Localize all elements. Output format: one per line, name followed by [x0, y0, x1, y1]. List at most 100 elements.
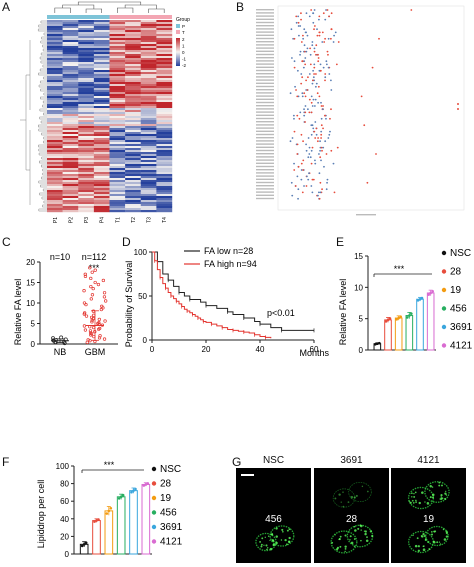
c-point — [97, 336, 102, 340]
heatmap-cell — [140, 104, 157, 107]
heatmap-cell — [93, 116, 110, 119]
heatmap-cell — [62, 196, 79, 199]
d-xlabel: Months — [299, 348, 329, 358]
heatmap-cell — [93, 62, 110, 65]
dotplot-row-label — [256, 175, 274, 177]
bar-ytick-label: 100 — [56, 462, 70, 471]
heatmap-cell — [140, 196, 157, 199]
dotplot-point — [318, 172, 321, 175]
dotplot-point — [304, 121, 306, 123]
heatmap-cell — [109, 176, 126, 179]
heatmap-cell — [140, 46, 157, 49]
heatmap-cell — [109, 124, 126, 127]
heatmap-cell — [93, 162, 110, 165]
dotplot-row-label — [256, 44, 274, 46]
dotplot-point — [378, 37, 380, 40]
heatmap-cell — [125, 92, 141, 95]
dotplot-point — [314, 98, 317, 101]
heatmap-cell — [140, 142, 157, 145]
heatmap-cell — [140, 208, 157, 211]
lipid-droplet — [272, 543, 275, 546]
c-point — [88, 339, 92, 343]
heatmap-cell — [156, 118, 173, 121]
heatmap-cell — [47, 102, 63, 105]
heatmap-cell — [93, 198, 110, 201]
heatmap-cell — [125, 126, 141, 129]
dotplot-point — [317, 53, 319, 56]
legend-label: 3691 — [160, 522, 183, 533]
heatmap-cell — [140, 32, 157, 35]
heatmap-cell — [47, 150, 63, 153]
heatmap-cell — [140, 64, 157, 67]
dotplot-point — [314, 159, 316, 162]
heatmap-cell — [109, 48, 126, 51]
c-ylabel: Relative FA level — [13, 279, 23, 346]
heatmap-cell — [140, 112, 157, 115]
heatmap-cell — [93, 130, 110, 133]
dotplot-point — [324, 37, 327, 40]
legend-label-t: T — [182, 30, 185, 35]
dotplot-point — [300, 82, 303, 85]
dotplot-point — [308, 15, 311, 18]
heatmap-cell — [125, 34, 141, 37]
heatmap-cell — [93, 42, 110, 45]
heatmap-cell — [156, 26, 173, 29]
chart-e: Relative FA level 0 5 10 15 *** NSC 28 19 456 3… — [338, 248, 472, 355]
heatmap-cell — [156, 158, 173, 161]
heatmap-cell — [62, 144, 79, 147]
heatmap-cell — [109, 82, 126, 85]
lipid-droplet — [371, 534, 374, 538]
heatmap-cell — [140, 184, 157, 187]
bar-replicate-point — [105, 512, 109, 515]
heatmap-cell — [109, 46, 126, 49]
heatmap-cell — [78, 36, 95, 39]
heatmap-cell — [109, 34, 126, 37]
dotplot-row-label — [256, 69, 274, 72]
heatmap-cell — [78, 152, 95, 155]
heatmap-cell — [62, 32, 79, 35]
heatmap-cell — [62, 172, 79, 175]
c-point — [86, 338, 90, 342]
heatmap-cell — [125, 112, 141, 115]
c-ytick-label: 20 — [26, 258, 35, 267]
heatmap-cell — [109, 36, 126, 39]
heatmap-cell — [109, 98, 126, 101]
dotplot-point — [457, 103, 459, 105]
column-dendrogram — [54, 1, 165, 13]
heatmap-cell — [156, 88, 173, 91]
heatmap-cell — [156, 96, 173, 99]
dotplot-point — [325, 153, 328, 155]
bar — [129, 490, 138, 555]
legend-marker — [441, 306, 447, 311]
heatmap-cell — [156, 174, 173, 177]
heatmap-cell — [47, 52, 63, 55]
micrograph-28: 28 — [314, 512, 389, 563]
lipid-droplet — [434, 530, 437, 532]
heatmap-cell — [140, 48, 157, 51]
heatmap-cell — [47, 106, 63, 109]
dotplot-point — [312, 79, 314, 82]
heatmap-cell — [125, 200, 141, 203]
dotplot-row-label — [256, 156, 274, 158]
micrograph-label-nsc: NSC — [262, 455, 285, 466]
heatmap-legend: Group PT 2 10 -1-2 — [176, 17, 190, 68]
heatmap-cell — [62, 146, 79, 149]
heatmap-cell — [140, 188, 157, 191]
lipid-droplet — [359, 524, 362, 527]
dotplot-point — [325, 60, 328, 63]
c-xtick-gbm: GBM — [85, 347, 106, 357]
heatmap-cell — [62, 156, 79, 159]
heatmap-cell — [156, 202, 173, 205]
c-point — [98, 334, 102, 338]
dotplot-point — [305, 50, 308, 53]
heatmap-cell — [156, 192, 173, 195]
lipid-droplet — [353, 538, 356, 540]
heatmap-cell — [140, 30, 157, 33]
heatmap-cell — [47, 204, 63, 207]
c-point — [102, 337, 107, 341]
bar — [426, 292, 435, 351]
dotplot-point — [324, 114, 326, 117]
dotplot-row-label — [256, 137, 274, 139]
micrograph-cells — [332, 481, 372, 508]
dotplot-row-label — [256, 89, 274, 91]
